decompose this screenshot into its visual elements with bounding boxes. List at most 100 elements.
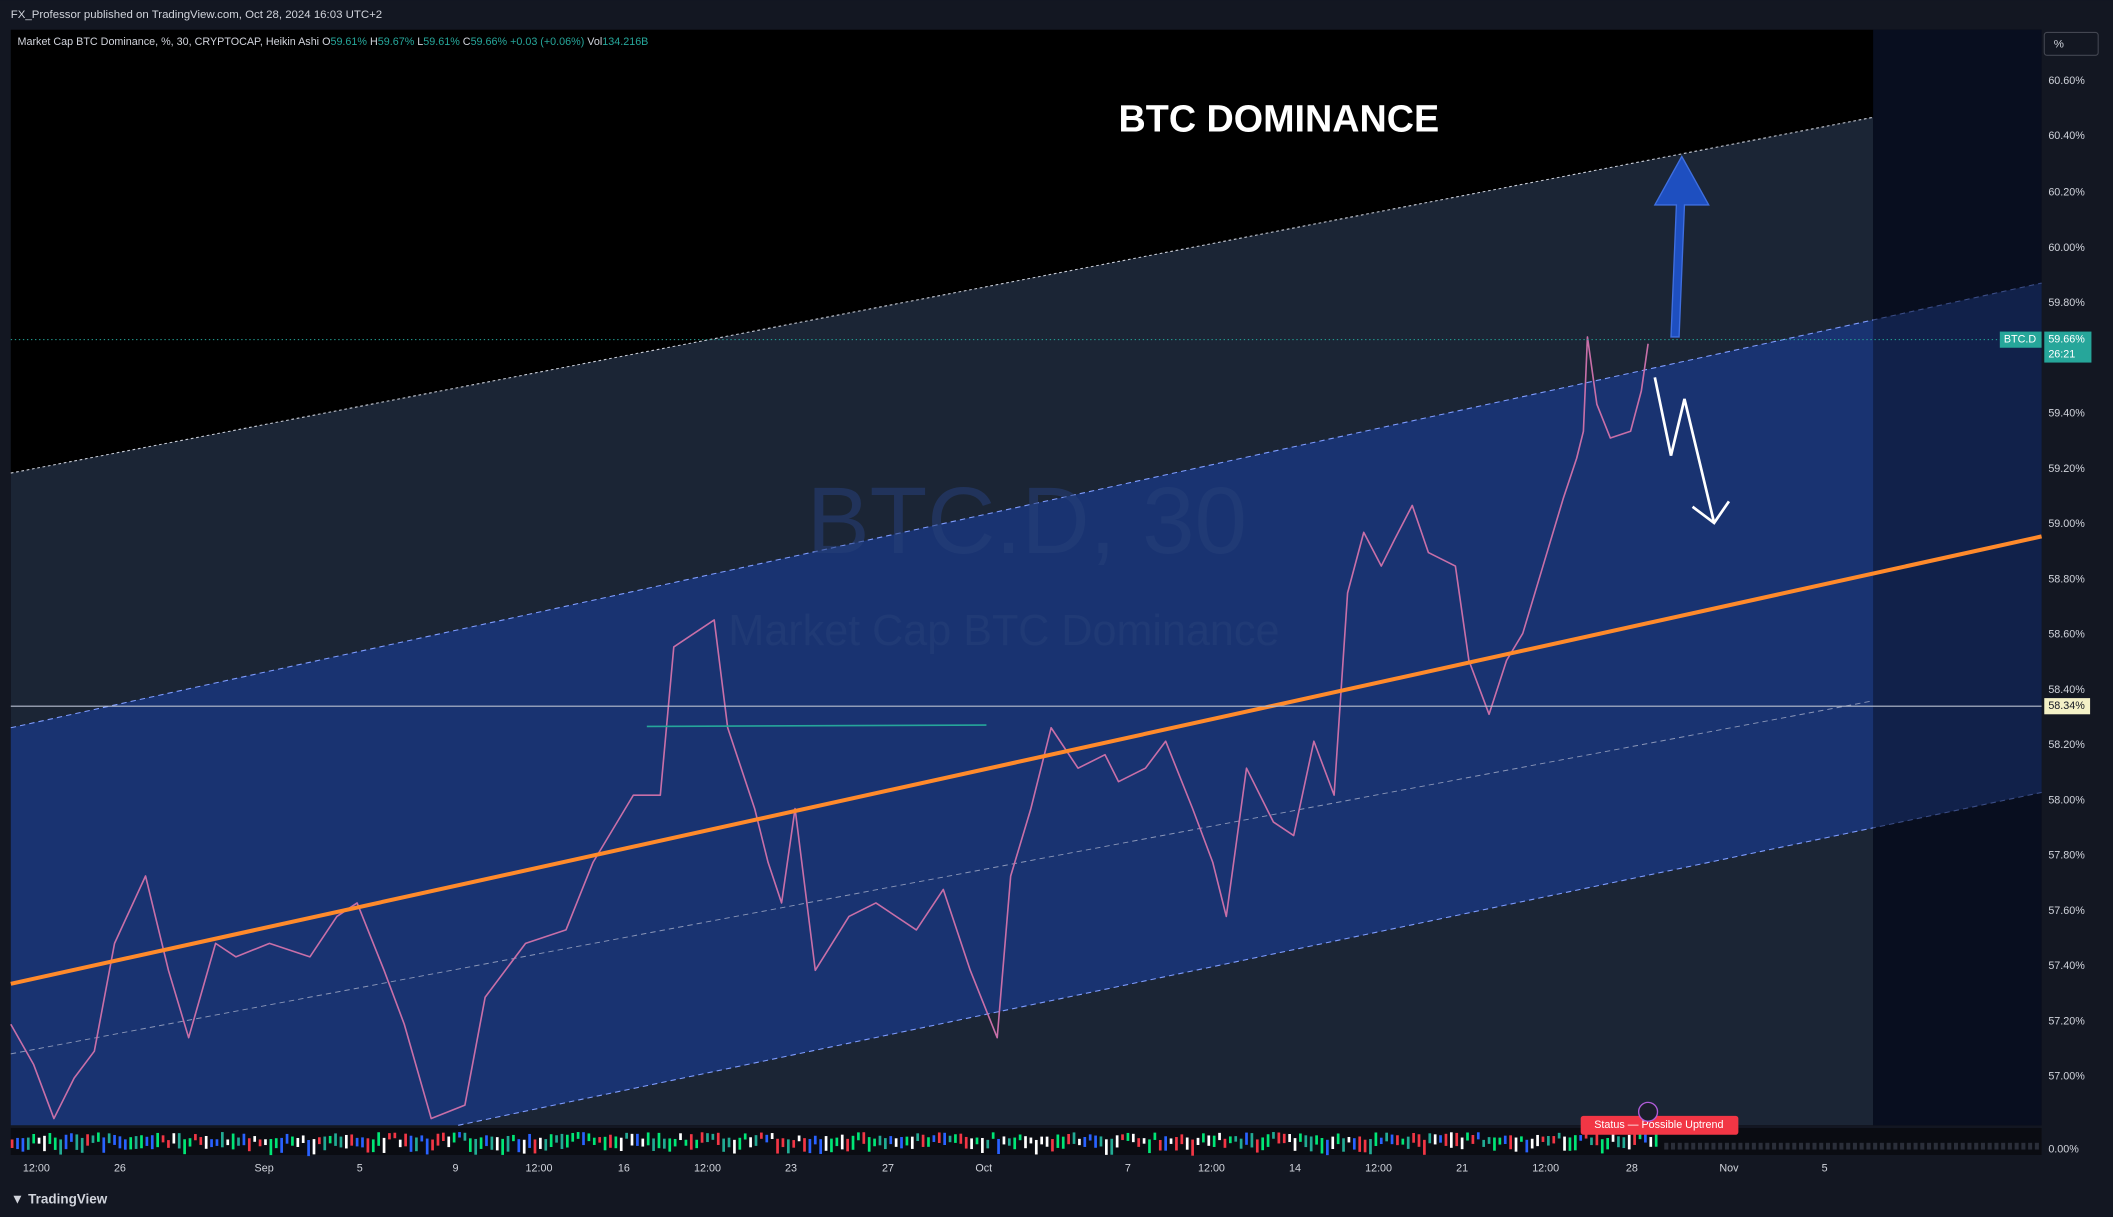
countdown-label: 26:21 — [2048, 348, 2075, 360]
strip-mark — [830, 1138, 833, 1153]
strip-mark — [177, 1133, 181, 1149]
future-area — [1873, 29, 2042, 1126]
strip-mark — [442, 1132, 445, 1141]
strip-mark — [1525, 1139, 1529, 1153]
price-trace — [10, 336, 1649, 1120]
strip-mark — [1649, 1137, 1653, 1147]
status-badge — [1580, 1115, 1739, 1135]
strip-mark — [156, 1132, 160, 1148]
strip-mark — [43, 1135, 46, 1152]
unit-button[interactable] — [2043, 31, 2099, 56]
strip-mark — [1234, 1136, 1238, 1142]
strip-mark — [231, 1133, 235, 1150]
strip-mark — [64, 1134, 68, 1150]
strip-mark — [490, 1136, 494, 1150]
strip-mark — [1503, 1135, 1507, 1145]
time-tick-label: 5 — [357, 1162, 363, 1174]
strip-mark — [1002, 1136, 1006, 1145]
strip-mark — [835, 1137, 839, 1147]
strip-mark — [1164, 1136, 1168, 1151]
strip-mark — [1406, 1136, 1410, 1149]
strip-placeholder — [1745, 1142, 1750, 1150]
strip-mark — [565, 1134, 569, 1148]
trend-line — [10, 534, 2043, 986]
strip-mark — [334, 1133, 337, 1146]
strip-placeholder — [1953, 1142, 1959, 1150]
strip-mark — [264, 1139, 267, 1146]
strip-mark — [1029, 1137, 1033, 1144]
strip-mark — [1191, 1139, 1194, 1156]
strip-mark — [1202, 1133, 1205, 1143]
strip-placeholder — [1711, 1142, 1716, 1150]
strip-mark — [1067, 1133, 1070, 1145]
strip-mark — [900, 1136, 903, 1149]
strip-mark — [102, 1137, 106, 1153]
strip-mark — [743, 1133, 747, 1140]
strip-mark — [910, 1136, 914, 1149]
strip-mark — [1250, 1133, 1254, 1148]
strip-mark — [625, 1132, 628, 1139]
unit-label[interactable]: % — [2054, 39, 2064, 51]
strip-mark — [975, 1137, 979, 1145]
up-arrow — [1653, 155, 1710, 338]
strip-mark — [539, 1137, 542, 1149]
strip-mark — [1266, 1134, 1270, 1147]
strip-mark — [26, 1137, 30, 1150]
price-tick-label: 59.00% — [2048, 518, 2085, 530]
strip-placeholder — [2028, 1142, 2033, 1150]
strip-mark — [598, 1137, 602, 1143]
strip-mark — [1379, 1137, 1383, 1145]
strip-mark — [603, 1136, 607, 1151]
strip-mark — [1471, 1134, 1475, 1144]
strip-mark — [1218, 1132, 1221, 1141]
strip-mark — [803, 1138, 806, 1152]
strip-mark — [479, 1137, 483, 1149]
strip-mark — [404, 1133, 407, 1147]
strip-mark — [1336, 1133, 1340, 1145]
strip-mark — [727, 1137, 731, 1148]
strip-placeholder — [1893, 1142, 1898, 1150]
strip-placeholder — [1859, 1142, 1864, 1150]
strip-mark — [587, 1133, 591, 1142]
price-tick-label: 0.00% — [2048, 1143, 2079, 1155]
time-tick-label: 12:00 — [1365, 1162, 1392, 1174]
down-arrow-head — [1691, 500, 1731, 525]
strip-placeholder — [1852, 1142, 1857, 1150]
strip-mark — [1638, 1133, 1642, 1140]
strip-mark — [1633, 1132, 1636, 1145]
strip-mark — [1530, 1138, 1534, 1149]
strip-mark — [614, 1136, 618, 1149]
time-tick-label: 14 — [1289, 1162, 1301, 1174]
time-tick-label: 21 — [1456, 1162, 1468, 1174]
strip-mark — [981, 1137, 984, 1153]
strip-mark — [1352, 1138, 1356, 1150]
strip-mark — [1180, 1134, 1184, 1145]
event-icon[interactable] — [1637, 1101, 1659, 1122]
price-tick-label: 57.40% — [2048, 960, 2085, 972]
strip-mark — [770, 1133, 774, 1140]
strip-placeholder — [1960, 1142, 1965, 1150]
strip-placeholder — [1947, 1142, 1952, 1150]
strip-mark — [485, 1135, 488, 1147]
strip-mark — [91, 1135, 95, 1143]
strip-placeholder — [1704, 1142, 1709, 1150]
strip-mark — [1315, 1135, 1318, 1145]
strip-placeholder — [1738, 1142, 1743, 1150]
price-tick-label: 58.80% — [2048, 573, 2085, 585]
strip-mark — [420, 1135, 424, 1142]
strip-mark — [1369, 1138, 1372, 1155]
strip-mark — [1288, 1134, 1291, 1143]
strip-mark — [1449, 1132, 1453, 1148]
strip-mark — [1175, 1137, 1178, 1151]
strip-mark — [107, 1133, 111, 1144]
strip-mark — [1331, 1136, 1335, 1149]
strip-mark — [1121, 1134, 1124, 1141]
strip-mark — [123, 1139, 127, 1150]
strip-mark — [700, 1132, 704, 1143]
outer-channel-top — [10, 116, 1874, 474]
strip-mark — [517, 1139, 521, 1153]
strip-mark — [954, 1134, 957, 1143]
strip-placeholder — [1866, 1142, 1871, 1150]
strip-mark — [1606, 1137, 1610, 1150]
strip-mark — [765, 1134, 769, 1143]
